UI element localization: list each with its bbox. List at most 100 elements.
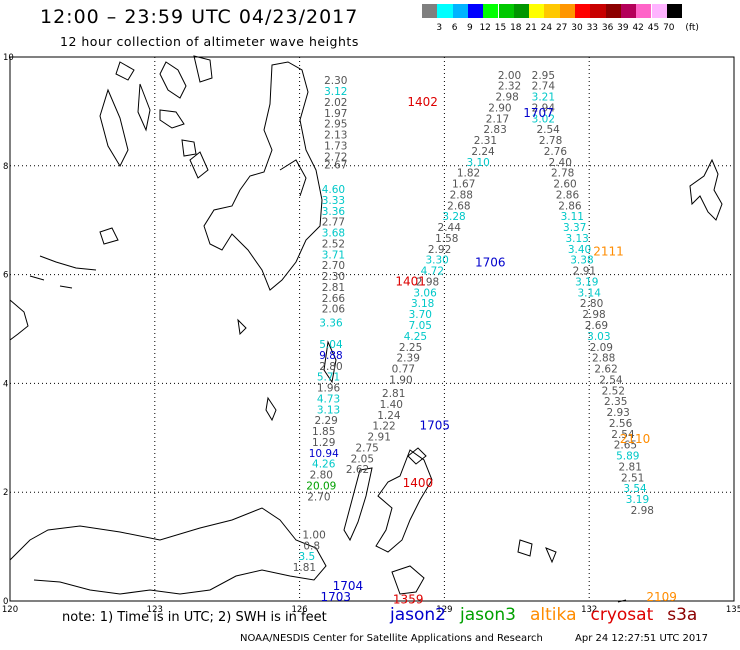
wave-height-value: 2.98: [416, 276, 439, 288]
wave-height-value: 2.05: [351, 453, 374, 465]
wave-height-value: 2.35: [604, 396, 627, 408]
wave-height-value: 3.18: [411, 298, 434, 310]
obi-island: [517, 539, 533, 557]
sangihe-island: [237, 318, 247, 336]
wave-height-value: 2.88: [450, 189, 473, 201]
wave-height-value: 2.70: [307, 491, 330, 503]
pass-time-label: 1402: [407, 95, 438, 109]
wave-height-value: 2.32: [498, 81, 521, 93]
scale-label: 18: [510, 23, 522, 33]
track-1705: 2.002.322.982.902.172.832.312.243.101.82…: [346, 70, 521, 476]
wave-height-value: 2.24: [471, 146, 495, 158]
wave-height-value: 2.98: [582, 309, 605, 321]
page-title: 12:00 – 23:59 UTC 04/23/2017: [40, 6, 359, 28]
wave-height-value: 1.73: [324, 140, 347, 152]
legend-s3a: s3a: [667, 605, 698, 625]
bacan-island: [391, 565, 425, 595]
scale-label: 21: [525, 23, 537, 33]
pass-time-label: 1400: [403, 476, 434, 490]
wave-height-value: 2.95: [532, 70, 555, 82]
y-tick-label: 6: [3, 271, 8, 281]
scale-label: 30: [571, 23, 583, 33]
x-tick-label: 132: [581, 605, 597, 615]
wave-height-value: 4.26: [312, 459, 336, 471]
wave-height-value: 2.62: [594, 364, 617, 376]
leyte-island: [159, 61, 187, 99]
scale-unit: (ft): [685, 23, 699, 33]
wave-height-value: 4.72: [421, 266, 444, 278]
scale-swatch: [529, 4, 545, 18]
cebu-island: [137, 83, 151, 132]
waigeo-island: [545, 547, 557, 564]
pass-time-label: 1706: [475, 255, 506, 269]
scale-label: 12: [479, 23, 491, 33]
scale-swatch: [666, 4, 683, 18]
wave-height-value: 3.02: [532, 113, 555, 125]
wave-height-value: 20.09: [306, 480, 336, 492]
samar-island: [193, 55, 213, 83]
wave-height-value: 3.40: [568, 244, 591, 256]
scale-swatch: [467, 4, 484, 18]
palau-islands: [689, 158, 723, 221]
graticule: [10, 57, 734, 601]
y-tick-label: 4: [3, 379, 8, 389]
scale-swatch: [452, 4, 468, 18]
scale-swatch: [651, 4, 667, 18]
axis-ticks: 120 123 126 129 132 135 0 2 4 6 8 10: [2, 53, 740, 615]
wave-height-value: 3.38: [570, 255, 593, 267]
x-tick-label: 135: [726, 605, 740, 615]
wave-height-value: 2.29: [314, 415, 337, 427]
wave-height-value: 1.24: [377, 410, 401, 422]
wave-height-value: 3.13: [565, 233, 588, 245]
wave-height-value: 2.69: [585, 320, 608, 332]
wave-height-value: 3.70: [409, 309, 432, 321]
wave-height-value: 2.91: [573, 266, 596, 278]
wave-height-value: 3.21: [532, 92, 555, 104]
scale-label: 3: [436, 23, 443, 33]
siquijor-island: [159, 109, 185, 129]
wave-height-value: 2.86: [558, 200, 582, 212]
pass-time-label: 1401: [395, 274, 426, 288]
wave-height-value: 1.97: [324, 108, 347, 120]
scale-swatch: [559, 4, 575, 18]
coastlines: [9, 55, 723, 603]
wave-height-value: 2.56: [609, 418, 633, 430]
wave-height-value: 3.11: [561, 211, 584, 223]
wave-height-value: 1.81: [293, 562, 316, 574]
wave-height-value: 2.52: [602, 385, 625, 397]
y-tick-label: 8: [3, 162, 8, 172]
wave-height-value: 4.73: [317, 393, 340, 405]
scale-label: 24: [540, 23, 553, 33]
borneo-coast: [9, 299, 29, 341]
wave-height-value: 2.80: [580, 298, 603, 310]
x-tick-label: 129: [436, 605, 452, 615]
sulu-islands: [29, 255, 97, 289]
wave-height-value: 2.78: [551, 168, 574, 180]
x-tick-label: 123: [147, 605, 163, 615]
pass-time-label: 2110: [620, 432, 651, 446]
wave-height-value: 2.81: [322, 282, 345, 294]
scale-swatch: [498, 4, 514, 18]
timestamp-text: Apr 24 12:27:51 UTC 2017: [575, 633, 708, 644]
wave-height-value: 1.58: [435, 233, 458, 245]
wave-height-value: 3.54: [623, 483, 647, 495]
note-text: note: 1) Time is in UTC; 2) SWH is in fe…: [62, 610, 327, 625]
wave-height-value: 2.65: [614, 440, 637, 452]
wave-height-value: 2.72: [324, 151, 347, 163]
wave-height-value: 2.86: [556, 189, 580, 201]
wave-height-value: 0.77: [392, 364, 415, 376]
wave-height-value: 2.91: [368, 432, 391, 444]
wave-height-value: 3.06: [413, 287, 437, 299]
wave-height-value: 10.94: [309, 448, 339, 460]
wave-height-value: 2.54: [611, 429, 635, 441]
scale-label: 6: [451, 23, 458, 33]
pass-time-label: 2111: [593, 245, 624, 259]
wave-height-value: 2.78: [539, 135, 562, 147]
wave-height-value: 2.25: [399, 342, 422, 354]
mindanao-east-coast: [279, 159, 307, 197]
negros-island: [99, 88, 129, 168]
bohol-island: [115, 61, 135, 81]
wave-height-value: 1.22: [372, 421, 395, 433]
dinagat-island: [189, 151, 209, 179]
wave-height-value: 3.36: [319, 317, 343, 329]
